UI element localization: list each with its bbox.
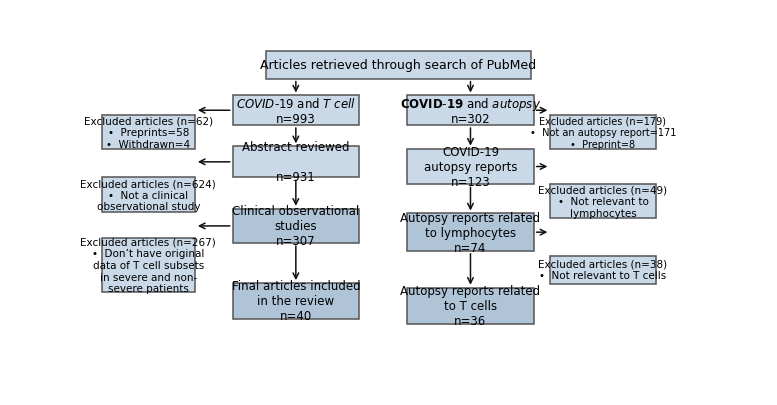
FancyBboxPatch shape <box>550 116 656 150</box>
Text: n=302: n=302 <box>451 112 490 125</box>
FancyBboxPatch shape <box>232 147 359 178</box>
Text: Autopsy reports related
to lymphocytes
n=74: Autopsy reports related to lymphocytes n… <box>400 211 541 254</box>
FancyBboxPatch shape <box>550 184 656 219</box>
Text: $\bf{\it{COVID\text{-}19}}$ and $\bf{\it{T\ cell}}$: $\bf{\it{COVID\text{-}19}}$ and $\bf{\it… <box>236 97 356 111</box>
FancyBboxPatch shape <box>102 238 195 293</box>
Text: Excluded articles (n=624)
•  Not a clinical
observational study: Excluded articles (n=624) • Not a clinic… <box>81 179 216 212</box>
FancyBboxPatch shape <box>102 178 195 212</box>
FancyBboxPatch shape <box>407 96 534 126</box>
Text: Autopsy reports related
to T cells
n=36: Autopsy reports related to T cells n=36 <box>400 284 541 327</box>
FancyBboxPatch shape <box>232 283 359 319</box>
FancyBboxPatch shape <box>550 256 656 284</box>
Text: Excluded articles (n=179)
•  Not an autopsy report=171
•  Preprint=8: Excluded articles (n=179) • Not an autop… <box>530 116 676 149</box>
Text: $\bf{COVID\text{-}19}$ and $\bf{\it{autopsy}}$: $\bf{COVID\text{-}19}$ and $\bf{\it{auto… <box>400 96 541 113</box>
Text: Abstract reviewed

n=931: Abstract reviewed n=931 <box>242 141 350 184</box>
FancyBboxPatch shape <box>102 116 195 150</box>
FancyBboxPatch shape <box>232 96 359 126</box>
FancyBboxPatch shape <box>407 214 534 251</box>
Text: Excluded articles (n=49)
•  Not relevant to
lymphocytes: Excluded articles (n=49) • Not relevant … <box>538 185 667 218</box>
Text: Excluded articles (n=62)
•  Preprints=58
•  Withdrawn=4: Excluded articles (n=62) • Preprints=58 … <box>84 116 213 149</box>
Text: Articles retrieved through search of PubMed: Articles retrieved through search of Pub… <box>260 59 536 72</box>
FancyBboxPatch shape <box>407 288 534 324</box>
Text: Excluded articles (n=267)
•  Don’t have original
data of T cell subsets
in sever: Excluded articles (n=267) • Don’t have o… <box>81 237 216 294</box>
FancyBboxPatch shape <box>407 149 534 185</box>
FancyBboxPatch shape <box>232 209 359 243</box>
Text: Clinical observational
studies
n=307: Clinical observational studies n=307 <box>232 205 360 248</box>
Text: COVID-19
autopsy reports
n=123: COVID-19 autopsy reports n=123 <box>423 146 517 189</box>
Text: n=993: n=993 <box>276 112 315 125</box>
Text: Final articles included
in the review
n=40: Final articles included in the review n=… <box>232 280 361 323</box>
Text: Excluded articles (n=38)
•  Not relevant to T cells: Excluded articles (n=38) • Not relevant … <box>538 259 667 281</box>
FancyBboxPatch shape <box>266 52 531 79</box>
